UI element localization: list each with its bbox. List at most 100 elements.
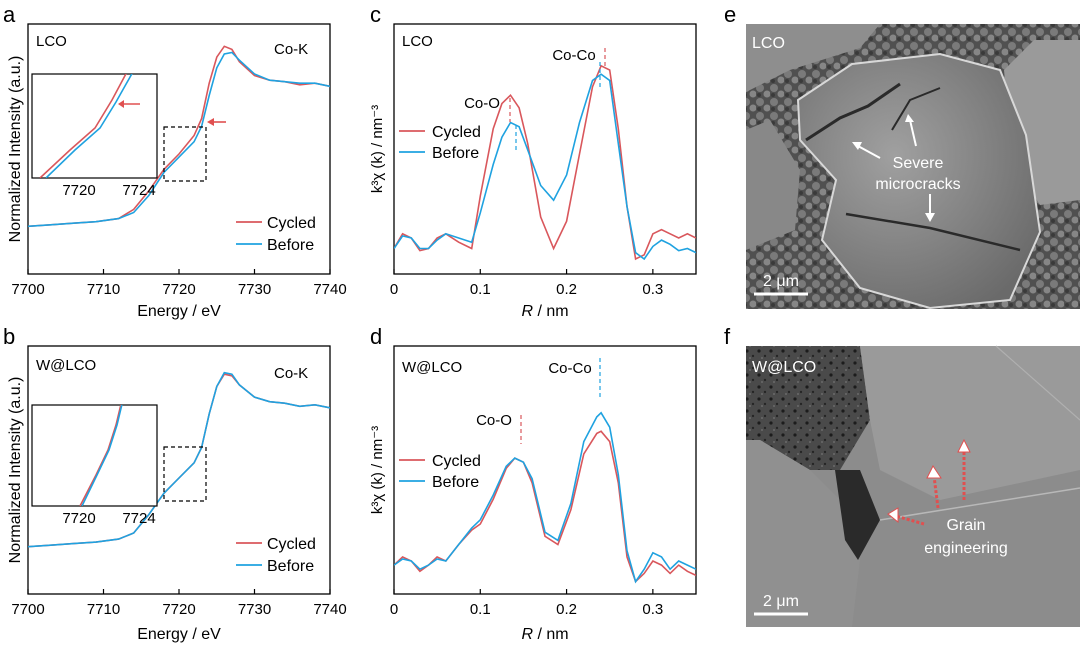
sem-e-left-grain: [746, 120, 800, 250]
panel-letter-a: a: [3, 2, 16, 27]
chart-c-legend-cycled: Cycled: [432, 124, 481, 141]
chart-d-xtick-label: 0.3: [642, 601, 663, 618]
sem-e-arrows: [852, 114, 935, 222]
sem-e-annotation-line2: microcracks: [875, 176, 960, 193]
sem-e-crack-1: [805, 82, 901, 142]
chart-b-legend-cycled: Cycled: [267, 536, 316, 553]
chart-d-legend: Cycled Before: [399, 453, 481, 491]
sem-e-annotation-line1: Severe: [893, 155, 944, 172]
chart-a-inset-arrow: [118, 100, 140, 108]
chart-d-frame: [393, 345, 697, 595]
sem-f-scale-label: 2 μm: [763, 593, 799, 610]
chart-b-xticks: 7700 7710 7720 7730 7740: [11, 589, 347, 618]
sem-f-annotation-line1: Grain: [946, 517, 985, 534]
sem-e-top-left-grain: [746, 24, 880, 92]
chart-d-legend-cycled: Cycled: [432, 453, 481, 470]
chart-a-sample-label: LCO: [36, 33, 67, 50]
chart-c-peak-coo: Co-O: [464, 95, 500, 112]
sem-image-e: LCO Severe microcracks 2 μm: [746, 24, 1080, 310]
chart-c-frame: [393, 23, 697, 275]
chart-b-legend-before: Before: [267, 558, 314, 575]
chart-d-legend-before: Before: [432, 474, 479, 491]
panel-letter-f: f: [724, 324, 731, 349]
sem-f-upper-grain: [860, 346, 1080, 500]
chart-b-inset-line-before: [81, 405, 123, 506]
sem-e-main-particle: [796, 52, 1042, 310]
chart-d-peak-coco: Co-Co: [548, 360, 591, 377]
chart-c-sample-label: LCO: [402, 33, 433, 50]
sem-f-arrows: [895, 452, 966, 526]
chart-d-xticks: 0 0.1 0.2 0.3: [390, 589, 663, 618]
chart-c-peak-coco: Co-Co: [552, 47, 595, 64]
chart-c-xlabel-unit: / nm: [533, 303, 569, 320]
chart-c-line-before: [394, 73, 696, 261]
chart-a: 7700 7710 7720 7730 7740 LCO Co-K 7720 7724 …: [7, 23, 347, 320]
chart-d-line-before: [394, 411, 696, 584]
chart-a-xtick-label: 7710: [87, 281, 120, 298]
chart-c-legend-before: Before: [432, 145, 479, 162]
sem-f-rough-region: [746, 346, 870, 470]
chart-a-xtick-label: 7700: [11, 281, 44, 298]
chart-a-inset-line-before: [45, 74, 133, 178]
chart-a-xtick-label: 7730: [238, 281, 271, 298]
chart-a-line-before: [28, 51, 330, 228]
chart-c-ylabel: k³χ (k) / nm⁻³: [369, 105, 386, 193]
chart-d-ylabel: k³χ (k) / nm⁻³: [369, 426, 386, 514]
sem-f-annotation-line2: engineering: [924, 540, 1008, 557]
chart-d-peak-coo: Co-O: [476, 412, 512, 429]
chart-a-inset-line-cycled: [39, 74, 127, 178]
chart-d-xtick-label: 0.1: [470, 601, 491, 618]
chart-d-xlabel-unit: / nm: [533, 626, 569, 643]
chart-d-line-cycled: [394, 430, 696, 584]
chart-a-ylabel: Normalized Intensity (a.u.): [7, 56, 24, 243]
chart-d: 0 0.1 0.2 0.3 W@LCO Co-O Co-Co Cycled Befor…: [369, 345, 697, 643]
sem-e-sample-label: LCO: [752, 35, 785, 52]
sem-f-boundary: [879, 487, 1080, 521]
chart-c-xtick-label: 0: [390, 281, 398, 298]
chart-a-edge-label: Co-K: [274, 41, 308, 58]
chart-b-legend: Cycled Before: [236, 536, 316, 575]
chart-b-zoom-box: [163, 446, 207, 502]
chart-a-legend-cycled: Cycled: [267, 215, 316, 232]
sem-image-f: W@LCO Grain engineering 2 μm: [746, 345, 1080, 627]
chart-b-inset-line-cycled: [79, 405, 122, 506]
chart-d-xlabel: R / nm: [521, 626, 568, 643]
chart-a-inset: [31, 73, 158, 179]
chart-c: 0 0.1 0.2 0.3 LCO Co-O Co-Co Cycled Before …: [369, 23, 697, 320]
chart-c-legend: Cycled Before: [399, 124, 481, 162]
chart-d-sample-label: W@LCO: [402, 359, 462, 376]
sem-e-crack-3: [845, 212, 1021, 252]
sem-f-gap: [835, 470, 880, 560]
chart-a-zoom-box: [163, 126, 207, 182]
chart-a-edge-arrow: [207, 118, 226, 126]
chart-b-line-before: [28, 371, 330, 548]
chart-a-xticks: 7700 7710 7720 7730 7740: [11, 269, 347, 298]
chart-c-line-cycled: [394, 64, 696, 261]
panel-letter-e: e: [724, 2, 736, 27]
chart-b-xlabel: Energy / eV: [137, 626, 221, 643]
panel-letter-c: c: [370, 2, 381, 27]
chart-a-inset-tick-1: 7720: [62, 182, 95, 199]
panel-letter-b: b: [3, 324, 15, 349]
chart-a-legend: Cycled Before: [236, 215, 316, 254]
chart-d-xlabel-symbol: R: [521, 626, 533, 643]
sem-f-arrowheads: [887, 438, 971, 524]
chart-b-xtick-label: 7740: [313, 601, 346, 618]
chart-b-ylabel: Normalized Intensity (a.u.): [7, 377, 24, 564]
sem-e-crack-2: [891, 87, 941, 131]
chart-a-inset-tick-2: 7724: [122, 182, 155, 199]
chart-b-xtick-label: 7700: [11, 601, 44, 618]
chart-a-xlabel: Energy / eV: [137, 303, 221, 320]
chart-b-inset: [31, 404, 158, 507]
sem-f-left-grain: [746, 440, 860, 627]
chart-b-edge-label: Co-K: [274, 365, 308, 382]
chart-c-xticks: 0 0.1 0.2 0.3: [390, 269, 663, 298]
chart-b-xtick-label: 7730: [238, 601, 271, 618]
chart-b-xtick-label: 7710: [87, 601, 120, 618]
chart-b: 7700 7710 7720 7730 7740 W@LCO Co-K 7720 772…: [7, 345, 347, 643]
sem-f-sample-label: W@LCO: [752, 359, 816, 376]
chart-b-xtick-label: 7720: [162, 601, 195, 618]
panel-letter-d: d: [370, 324, 382, 349]
chart-c-xlabel-symbol: R: [521, 303, 533, 320]
